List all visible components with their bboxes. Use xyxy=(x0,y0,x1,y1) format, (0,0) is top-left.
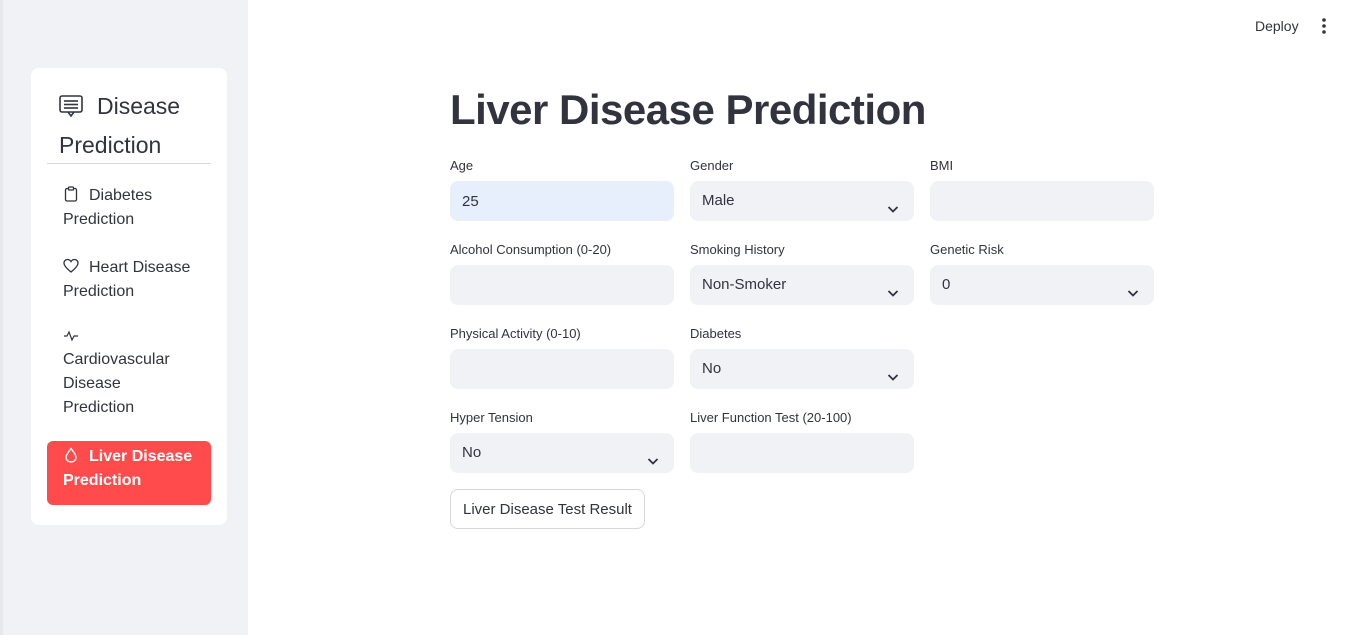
hypertension-select[interactable]: No xyxy=(450,433,674,473)
gender-selected-value: Male xyxy=(702,192,735,209)
nav-item-liver-disease[interactable]: Liver Disease Prediction xyxy=(47,441,211,505)
smoking-select[interactable]: Non-Smoker xyxy=(690,265,914,305)
liver-disease-test-result-button[interactable]: Liver Disease Test Result xyxy=(450,489,645,529)
genetic-risk-label: Genetic Risk xyxy=(930,241,1154,265)
nav-item-heart-disease[interactable]: Heart Disease Prediction xyxy=(47,252,211,308)
bmi-label: BMI xyxy=(930,157,1154,181)
bmi-field: BMI xyxy=(930,157,1154,221)
diabetes-field: Diabetes No xyxy=(690,325,914,389)
liver-function-test-field: Liver Function Test (20-100) xyxy=(690,409,914,473)
bmi-input[interactable] xyxy=(930,181,1154,221)
droplet-icon xyxy=(63,447,79,463)
age-input[interactable] xyxy=(450,181,674,221)
list-alt-icon xyxy=(59,91,83,127)
diabetes-label: Diabetes xyxy=(690,325,914,349)
nav-menu: Disease Prediction Diabetes Prediction H… xyxy=(31,68,227,525)
nav-item-cardiovascular[interactable]: Cardiovascular Disease Prediction xyxy=(47,324,211,424)
chevron-down-icon xyxy=(885,278,901,294)
nav-item-label: Cardiovascular Disease Prediction xyxy=(63,351,170,416)
genetic-risk-select[interactable]: 0 xyxy=(930,265,1154,305)
clipboard-icon xyxy=(63,186,79,202)
diabetes-selected-value: No xyxy=(702,360,721,377)
gender-label: Gender xyxy=(690,157,914,181)
page-title: Liver Disease Prediction xyxy=(450,84,926,136)
nav-item-label: Liver Disease Prediction xyxy=(63,448,192,489)
alcohol-input[interactable] xyxy=(450,265,674,305)
nav-item-label: Heart Disease Prediction xyxy=(63,259,190,300)
physical-activity-input[interactable] xyxy=(450,349,674,389)
chevron-down-icon xyxy=(885,194,901,210)
nav-menu-title: Disease Prediction xyxy=(59,88,209,163)
physical-activity-label: Physical Activity (0-10) xyxy=(450,325,674,349)
deploy-button[interactable]: Deploy xyxy=(1247,14,1307,38)
liver-function-test-label: Liver Function Test (20-100) xyxy=(690,409,914,433)
gender-field: Gender Male xyxy=(690,157,914,221)
diabetes-select[interactable]: No xyxy=(690,349,914,389)
smoking-label: Smoking History xyxy=(690,241,914,265)
liver-function-test-input[interactable] xyxy=(690,433,914,473)
activity-icon xyxy=(63,328,79,344)
alcohol-field: Alcohol Consumption (0-20) xyxy=(450,241,674,305)
genetic-risk-selected-value: 0 xyxy=(942,276,950,293)
smoking-field: Smoking History Non-Smoker xyxy=(690,241,914,305)
sidebar: Disease Prediction Diabetes Prediction H… xyxy=(0,0,248,635)
more-options-icon[interactable] xyxy=(1314,14,1334,38)
physical-activity-field: Physical Activity (0-10) xyxy=(450,325,674,389)
gender-select[interactable]: Male xyxy=(690,181,914,221)
nav-item-diabetes[interactable]: Diabetes Prediction xyxy=(47,180,211,236)
heart-icon xyxy=(63,258,79,274)
hypertension-label: Hyper Tension xyxy=(450,409,674,433)
alcohol-label: Alcohol Consumption (0-20) xyxy=(450,241,674,265)
chevron-down-icon xyxy=(645,446,661,462)
hypertension-field: Hyper Tension No xyxy=(450,409,674,473)
genetic-risk-field: Genetic Risk 0 xyxy=(930,241,1154,305)
chevron-down-icon xyxy=(1125,278,1141,294)
chevron-down-icon xyxy=(885,362,901,378)
age-field: Age xyxy=(450,157,674,221)
smoking-selected-value: Non-Smoker xyxy=(702,276,786,293)
hypertension-selected-value: No xyxy=(462,444,481,461)
age-label: Age xyxy=(450,157,674,181)
nav-divider xyxy=(47,163,211,164)
